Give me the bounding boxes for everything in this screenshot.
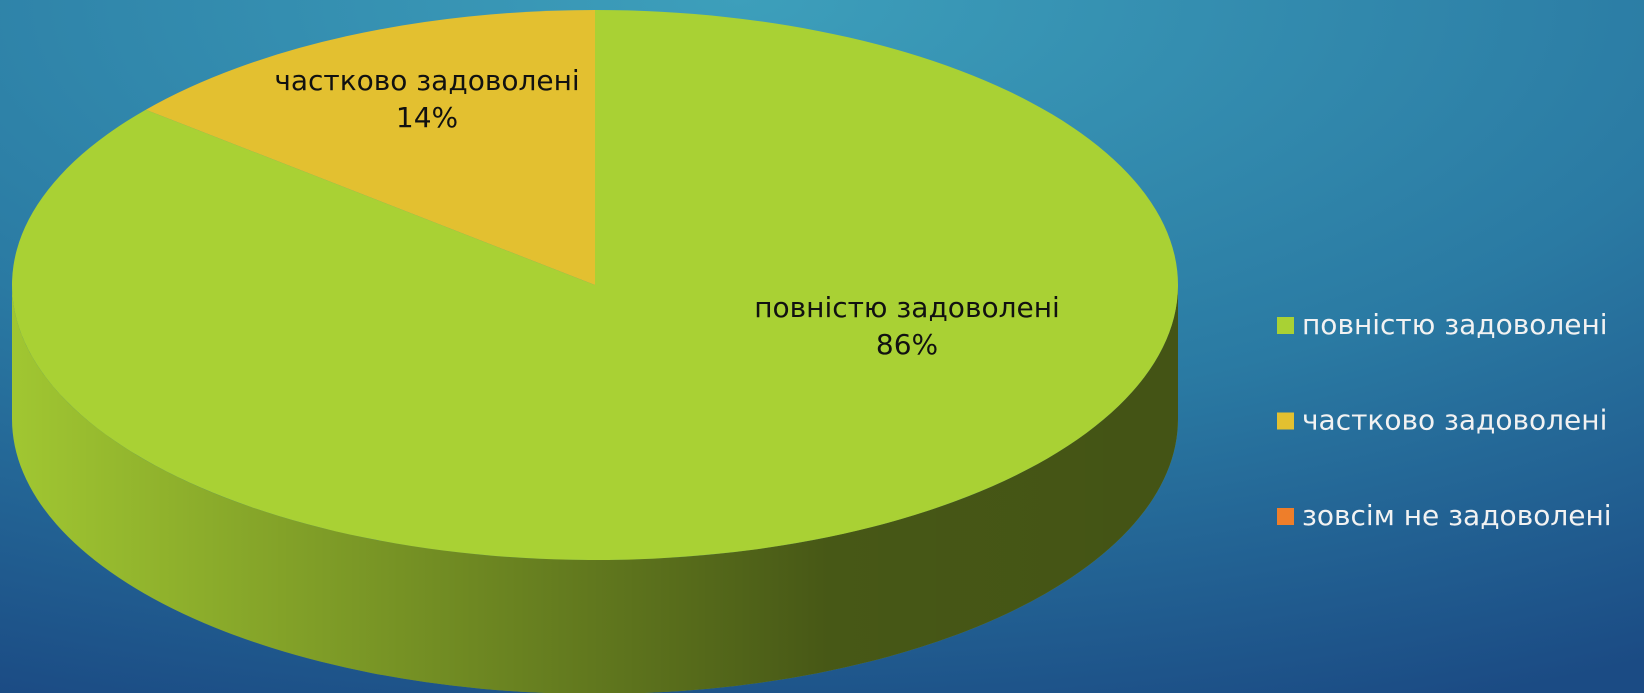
pie-slice xyxy=(145,10,596,285)
pie-side-shade xyxy=(12,285,1178,693)
data-label-name: повністю задоволені xyxy=(754,291,1060,324)
legend-swatch xyxy=(1277,508,1294,525)
legend-label: повністю задоволені xyxy=(1302,308,1608,341)
legend-swatch xyxy=(1277,412,1294,430)
legend-label: зовсім не задоволені xyxy=(1302,499,1612,532)
legend-label: частково задоволені xyxy=(1302,404,1607,437)
data-label-value: 14% xyxy=(396,101,458,134)
data-label-value: 86% xyxy=(876,328,938,361)
data-label-name: частково задоволені xyxy=(274,64,579,97)
legend-swatch xyxy=(1277,317,1294,334)
